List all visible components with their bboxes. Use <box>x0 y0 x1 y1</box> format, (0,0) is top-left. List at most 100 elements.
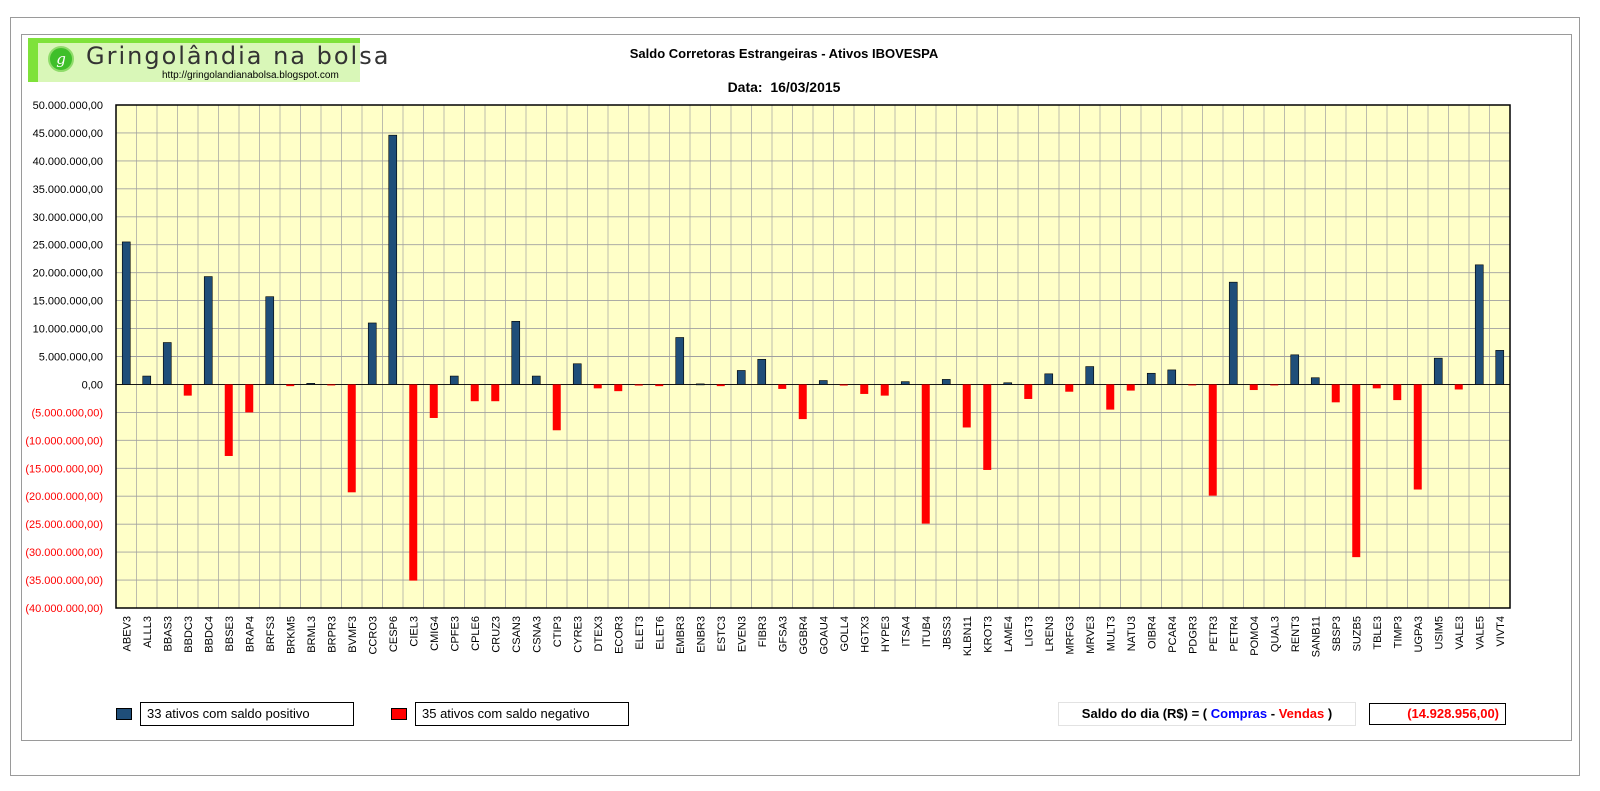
x-tick-label: USIM5 <box>1433 616 1445 650</box>
plot-border <box>115 104 1511 609</box>
x-tick-label: GOAU4 <box>818 616 830 655</box>
chart-title: Saldo Corretoras Estrangeiras - Ativos I… <box>629 46 939 61</box>
y-tick-label: 50.000.000,00 <box>33 100 103 112</box>
bar-rent3 <box>1290 354 1300 385</box>
bar-bbdc3 <box>183 384 192 396</box>
y-tick-label: (30.000.000,00) <box>25 547 103 559</box>
y-tick-label: 15.000.000,00 <box>33 296 103 308</box>
bar-vale5 <box>1474 264 1484 385</box>
bar-petr3 <box>1208 384 1217 496</box>
x-tick-label: MULT3 <box>1105 616 1117 651</box>
bars <box>121 134 1505 581</box>
bar-ligt3 <box>1024 384 1033 399</box>
bar-qual3 <box>1270 384 1279 386</box>
bar-hgtx3 <box>860 384 869 394</box>
bar-mult3 <box>1106 384 1115 410</box>
logo-title: Gringolândia na bolsa <box>86 42 391 70</box>
formula-minus: - <box>1270 706 1276 721</box>
x-tick-label: ESTC3 <box>716 616 728 651</box>
x-tick-label: CCRO3 <box>367 616 379 655</box>
bar-abev3 <box>121 241 131 385</box>
bar-itub4 <box>921 384 930 524</box>
bar-bvmf3 <box>347 384 356 493</box>
bar-gfsa3 <box>778 384 787 389</box>
bar-tble3 <box>1372 384 1381 389</box>
formula-compras: Compras <box>1210 706 1268 721</box>
bar-enbr3 <box>695 383 705 386</box>
bar-klbn11 <box>962 384 971 428</box>
x-tick-label: LAME4 <box>1003 616 1015 652</box>
bar-cpfe3 <box>449 375 459 385</box>
x-tick-label: CSAN3 <box>511 616 523 653</box>
y-tick-label: (20.000.000,00) <box>25 491 103 503</box>
bar-goll4 <box>839 384 848 386</box>
x-tick-label: DTEX3 <box>593 616 605 651</box>
legend-positive: 33 ativos com saldo positivo <box>116 702 354 726</box>
bar-brap4 <box>245 384 254 413</box>
bar-lren3 <box>1044 373 1054 385</box>
x-tick-label: PCAR4 <box>1167 616 1179 653</box>
bar-hype3 <box>880 384 889 396</box>
bar-itsa4 <box>900 381 910 385</box>
x-tick-label: BBDC3 <box>183 616 195 653</box>
bar-lame4 <box>1003 382 1013 385</box>
y-tick-label: (40.000.000,00) <box>25 603 103 615</box>
bar-elet6 <box>655 384 664 387</box>
x-tick-label: CIEL3 <box>408 616 420 647</box>
x-tick-label: BVMF3 <box>347 616 359 653</box>
bar-embr3 <box>675 337 685 385</box>
x-tick-label: BRAP4 <box>244 616 256 652</box>
x-tick-label: CTIP3 <box>552 616 564 647</box>
y-tick-label: (15.000.000,00) <box>25 463 103 475</box>
bar-csna3 <box>531 375 541 385</box>
x-tick-label: BBAS3 <box>162 616 174 651</box>
y-tick-label: (35.000.000,00) <box>25 575 103 587</box>
bar-bbas3 <box>162 342 172 385</box>
blog-logo[interactable]: g Gringolândia na bolsa http://gringolan… <box>28 38 388 86</box>
bar-sbsp3 <box>1331 384 1340 403</box>
x-tick-label: TIMP3 <box>1392 616 1404 648</box>
x-tick-label: ALLL3 <box>142 616 154 648</box>
y-tick-label: 20.000.000,00 <box>33 268 103 280</box>
bar-timp3 <box>1393 384 1402 401</box>
bar-mrfg3 <box>1065 384 1074 392</box>
x-axis-tick-labels: ABEV3 ALLL3 BBAS3 BBDC3 BBDC4 BBSE3 BRAP4 BRFS3… <box>121 616 1507 657</box>
x-tick-label: MRFG3 <box>1064 616 1076 655</box>
x-tick-label: ITSA4 <box>900 616 912 647</box>
legend-negative-label: 35 ativos com saldo negativo <box>415 702 629 726</box>
x-tick-label: CESP6 <box>388 616 400 652</box>
logo-url-link[interactable]: http://gringolandianabolsa.blogspot.com <box>162 70 339 81</box>
bar-ccro3 <box>367 322 377 385</box>
x-tick-label: KROT3 <box>982 616 994 653</box>
bar-usim5 <box>1433 357 1443 385</box>
x-tick-label: EMBR3 <box>675 616 687 654</box>
legend-negative-swatch <box>391 708 407 720</box>
date-label: Data: <box>727 79 763 95</box>
x-tick-label: GGBR4 <box>798 616 810 655</box>
bar-sanb11 <box>1310 377 1320 385</box>
x-tick-label: BRPR3 <box>326 616 338 653</box>
bar-vale3 <box>1454 384 1463 390</box>
x-tick-label: BRKM5 <box>285 616 297 654</box>
daily-balance-value: (14.928.956,00) <box>1369 703 1506 725</box>
legend-positive-label: 33 ativos com saldo positivo <box>140 702 354 726</box>
x-tick-label: BRFS3 <box>265 616 277 651</box>
x-tick-label: SUZB5 <box>1351 616 1363 651</box>
bar-brfs3 <box>265 296 275 385</box>
x-tick-label: CRUZ3 <box>490 616 502 653</box>
bar-cruz3 <box>491 384 500 402</box>
x-tick-label: EVEN3 <box>736 616 748 652</box>
y-tick-label: 45.000.000,00 <box>33 128 103 140</box>
bar-csan3 <box>511 320 521 385</box>
x-tick-label: RENT3 <box>1290 616 1302 652</box>
x-tick-label: BBSE3 <box>224 616 236 651</box>
x-tick-label: TBLE3 <box>1372 616 1384 650</box>
bar-alll3 <box>142 375 152 385</box>
x-tick-label: CSNA3 <box>531 616 543 653</box>
x-tick-label: VALE3 <box>1454 616 1466 649</box>
logo-side-stripe <box>28 38 38 82</box>
bar-ciel3 <box>409 384 418 581</box>
x-tick-label: QUAL3 <box>1269 616 1281 652</box>
x-tick-label: BBDC4 <box>203 616 215 653</box>
